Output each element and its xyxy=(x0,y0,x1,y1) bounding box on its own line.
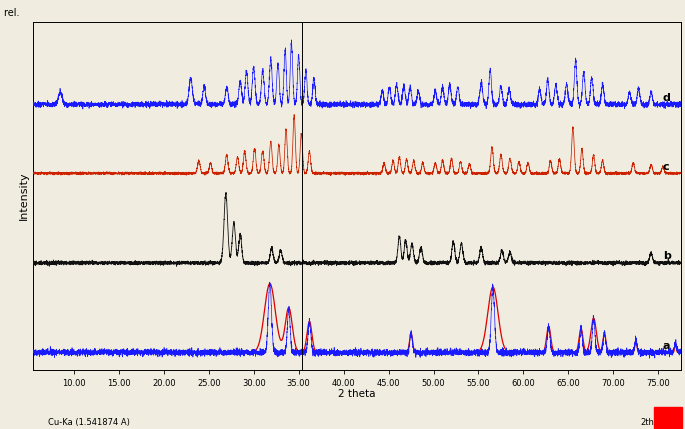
Y-axis label: Intensity: Intensity xyxy=(19,172,29,220)
Text: c: c xyxy=(663,162,669,172)
Text: d: d xyxy=(663,93,671,103)
Text: Cu-Ka (1.541874 A): Cu-Ka (1.541874 A) xyxy=(48,418,130,427)
Text: 2theta: 2theta xyxy=(640,418,668,427)
Text: b: b xyxy=(663,251,671,261)
Text: a: a xyxy=(663,341,671,351)
Text: I rel.: I rel. xyxy=(0,8,19,18)
X-axis label: 2 theta: 2 theta xyxy=(338,389,376,399)
